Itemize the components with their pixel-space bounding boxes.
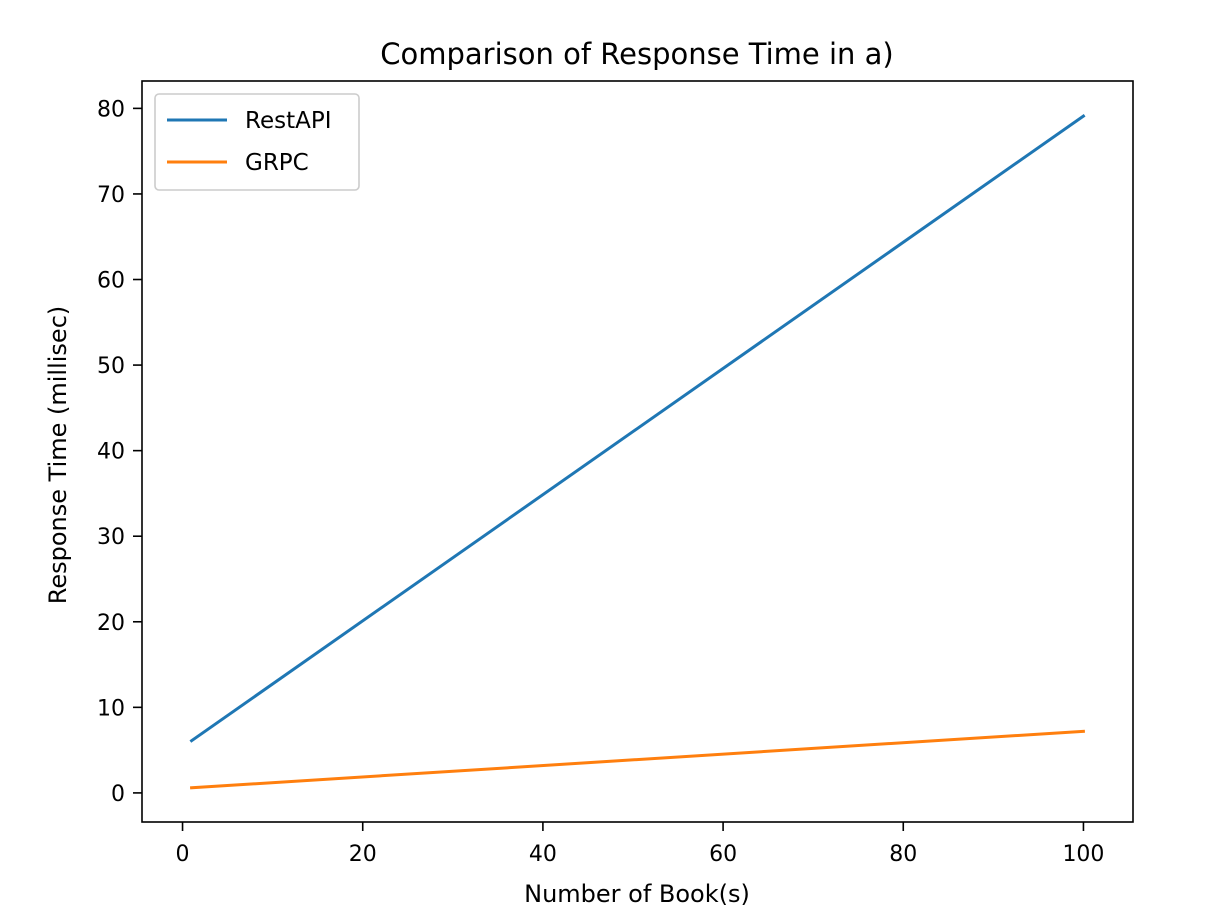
- x-tick-label: 40: [529, 842, 557, 867]
- y-tick-label: 10: [97, 696, 125, 721]
- x-tick-label: 100: [1062, 842, 1104, 867]
- y-tick-label: 60: [97, 269, 125, 294]
- y-tick-label: 0: [111, 782, 125, 807]
- x-tick-label: 20: [349, 842, 377, 867]
- y-tick-label: 70: [97, 183, 125, 208]
- y-tick-label: 80: [97, 97, 125, 122]
- plot-area: 0 20 40 60 80 100 0 10 20 30 40 50 60 70 80: [97, 80, 1134, 867]
- y-axis-title: Response Time (millisec): [44, 306, 72, 605]
- chart-title: Comparison of Response Time in a): [380, 37, 893, 71]
- y-axis-ticks: 0 10 20 30 40 50 60 70 80: [97, 97, 142, 807]
- plot-frame: [141, 80, 1134, 823]
- series-line-restapi: [189, 114, 1086, 743]
- legend-box: [154, 93, 360, 191]
- x-tick-label: 0: [176, 842, 190, 867]
- y-tick-label: 50: [97, 354, 125, 379]
- x-tick-label: 80: [889, 842, 917, 867]
- y-tick-label: 40: [97, 440, 125, 465]
- series-layer: [189, 114, 1086, 790]
- x-axis-ticks: 0 20 40 60 80 100: [176, 822, 1104, 867]
- y-tick-label: 20: [97, 611, 125, 636]
- legend-label-restapi: RestAPI: [245, 108, 332, 134]
- x-tick-label: 60: [709, 842, 737, 867]
- legend-label-grpc: GRPC: [245, 150, 309, 176]
- y-tick-label: 30: [97, 525, 125, 550]
- legend: RestAPI GRPC: [154, 93, 360, 191]
- series-line-grpc: [190, 729, 1085, 790]
- x-axis-title: Number of Book(s): [524, 880, 750, 908]
